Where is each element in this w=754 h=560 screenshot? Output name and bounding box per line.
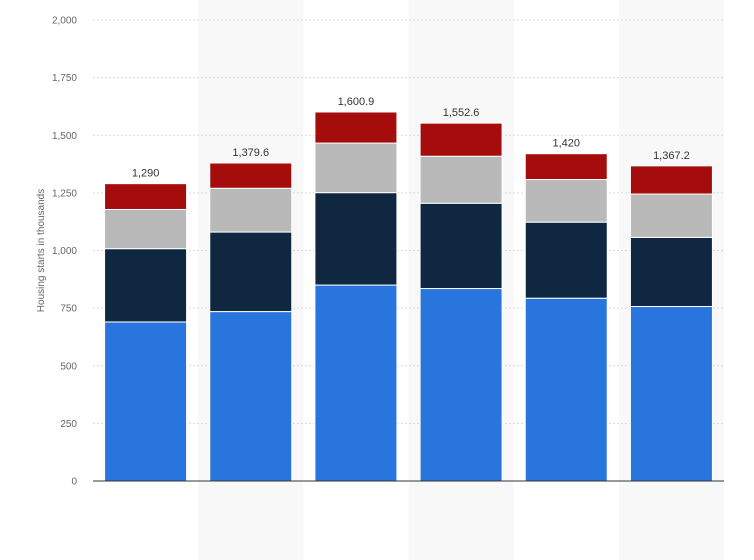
bar-segment bbox=[524, 153, 608, 181]
y-tick-labels: 0 250 500 750 1,000 1,250 1,500 1,750 2,000 bbox=[52, 16, 77, 488]
bar-segment bbox=[314, 284, 398, 482]
y-tick-label: 1,500 bbox=[52, 131, 77, 142]
bar-segment bbox=[314, 192, 398, 286]
total-labels: 1,290 1,379.6 1,600.9 1,552.6 1,420 1,367.2 bbox=[132, 96, 690, 180]
bar-segment bbox=[629, 165, 713, 195]
y-axis-label: Housing starts in thousands bbox=[36, 189, 47, 312]
bar-segment bbox=[209, 187, 293, 233]
bar-segment bbox=[524, 221, 608, 299]
bar-segment bbox=[209, 162, 293, 189]
bar-segment bbox=[419, 155, 503, 204]
gridlines bbox=[93, 19, 724, 424]
bar-segment bbox=[419, 288, 503, 482]
total-label: 1,367.2 bbox=[653, 150, 690, 162]
bar-segment bbox=[629, 306, 713, 482]
total-label: 1,420 bbox=[552, 138, 580, 150]
y-tick-label: 1,000 bbox=[52, 246, 77, 257]
total-label: 1,552.6 bbox=[443, 107, 480, 119]
y-tick-label: 1,750 bbox=[52, 73, 77, 84]
bar-segment bbox=[104, 248, 188, 323]
total-label: 1,379.6 bbox=[232, 147, 269, 159]
bar-segment bbox=[419, 202, 503, 290]
y-tick-label: 0 bbox=[71, 477, 77, 488]
total-label: 1,600.9 bbox=[338, 96, 375, 108]
y-tick-label: 750 bbox=[60, 304, 77, 315]
bars bbox=[104, 111, 713, 482]
bar-segment bbox=[104, 321, 188, 482]
y-tick-label: 1,250 bbox=[52, 188, 77, 199]
bar-segment bbox=[629, 236, 713, 308]
bar-segment bbox=[209, 231, 293, 313]
bar-segment bbox=[419, 122, 503, 157]
bar-segment bbox=[629, 193, 713, 238]
bar-segment bbox=[209, 311, 293, 482]
bar-segment bbox=[524, 297, 608, 482]
bar-segment bbox=[104, 208, 188, 250]
total-label: 1,290 bbox=[132, 168, 160, 180]
bar-segment bbox=[314, 111, 398, 144]
bar-segment bbox=[524, 179, 608, 223]
y-tick-label: 250 bbox=[60, 419, 77, 430]
y-tick-label: 2,000 bbox=[52, 16, 77, 27]
bar-segment bbox=[104, 183, 188, 210]
y-tick-label: 500 bbox=[60, 361, 77, 372]
bar-segment bbox=[314, 142, 398, 194]
